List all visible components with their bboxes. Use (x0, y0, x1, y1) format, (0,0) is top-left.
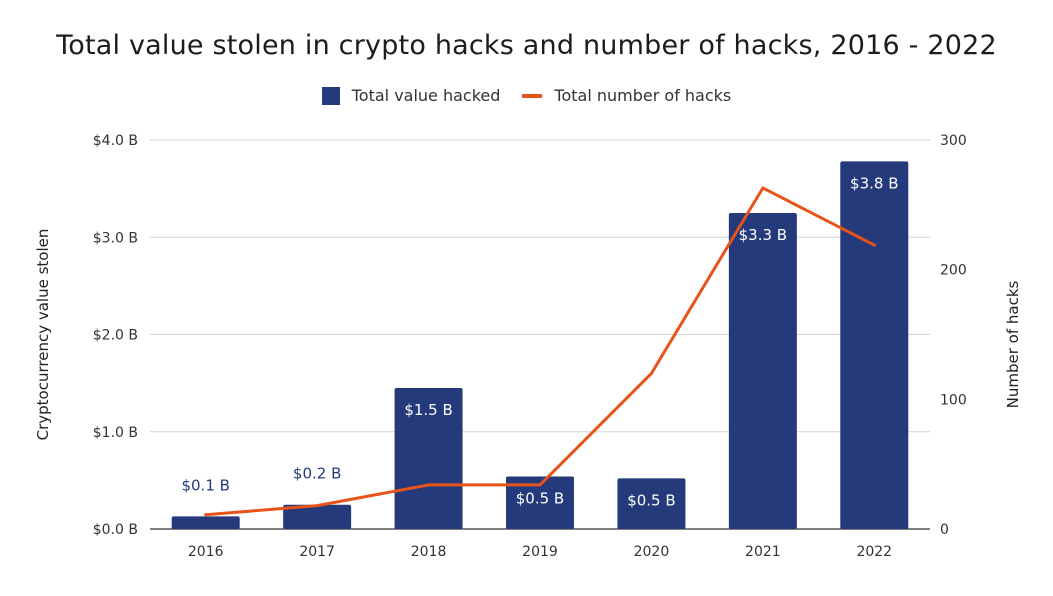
bar-data-label: $0.5 B (627, 491, 675, 509)
hacks-line-point (204, 513, 208, 517)
x-tick-label: 2019 (522, 544, 558, 560)
x-tick-label: 2022 (856, 544, 892, 560)
bar (728, 212, 797, 529)
legend-item-line: Total number of hacks (522, 86, 731, 105)
x-tick-label: 2017 (299, 544, 335, 560)
y-tick-label: $3.0 B (93, 230, 138, 246)
bars (171, 161, 909, 529)
legend-label-bars: Total value hacked (351, 86, 501, 105)
bar-data-label: $0.2 B (293, 465, 341, 483)
hacks-line-point (538, 483, 542, 487)
bar (840, 161, 909, 529)
y2-tick-label: 200 (940, 263, 967, 279)
hacks-line-point (761, 186, 765, 190)
bar-data-label: $0.1 B (181, 476, 229, 494)
hacks-line-point (872, 243, 876, 247)
hacks-line-point (649, 371, 653, 375)
bar-data-label: $3.8 B (850, 174, 898, 192)
chart-title: Total value stolen in crypto hacks and n… (56, 30, 997, 61)
bar (171, 516, 240, 529)
axes: $0.0 B $1.0 B $2.0 B $3.0 B $4.0 B 0 100 200 300… (34, 133, 1022, 560)
x-tick-label: 2018 (411, 544, 447, 560)
y2-axis-title: Number of hacks (1004, 280, 1022, 408)
hacks-line-point (427, 483, 431, 487)
hacks-line-point (315, 504, 319, 508)
x-tick-label: 2021 (745, 544, 781, 560)
x-tick-label: 2016 (188, 544, 224, 560)
y-tick-label: $2.0 B (93, 328, 138, 344)
legend-item-bars: Total value hacked (321, 86, 501, 105)
legend-label-line: Total number of hacks (554, 86, 732, 105)
gridlines (150, 139, 930, 530)
y2-tick-label: 0 (940, 522, 949, 538)
y2-tick-label: 100 (940, 392, 967, 408)
legend-swatch-line (522, 93, 543, 98)
hacks-line (204, 186, 876, 517)
data-labels: $0.1 B $0.2 B $1.5 B $0.5 B $0.5 B $3.3 B $3.8… (181, 174, 898, 509)
legend-swatch-bar (321, 86, 340, 105)
bar (394, 387, 463, 529)
y-tick-label: $4.0 B (93, 133, 138, 149)
legend: Total value hacked Total number of hacks (0, 86, 1053, 105)
y-axis-title: Cryptocurrency value stolen (34, 229, 52, 441)
bar-data-label: $3.3 B (739, 226, 787, 244)
bar (283, 504, 352, 529)
x-tick-label: 2020 (634, 544, 670, 560)
y2-tick-label: 300 (940, 133, 967, 149)
bar-data-label: $1.5 B (404, 401, 452, 419)
y-tick-label: $1.0 B (93, 425, 138, 441)
bar (506, 476, 574, 529)
bar (617, 478, 686, 529)
bar-data-label: $0.5 B (516, 489, 564, 507)
y-tick-label: $0.0 B (93, 522, 138, 538)
